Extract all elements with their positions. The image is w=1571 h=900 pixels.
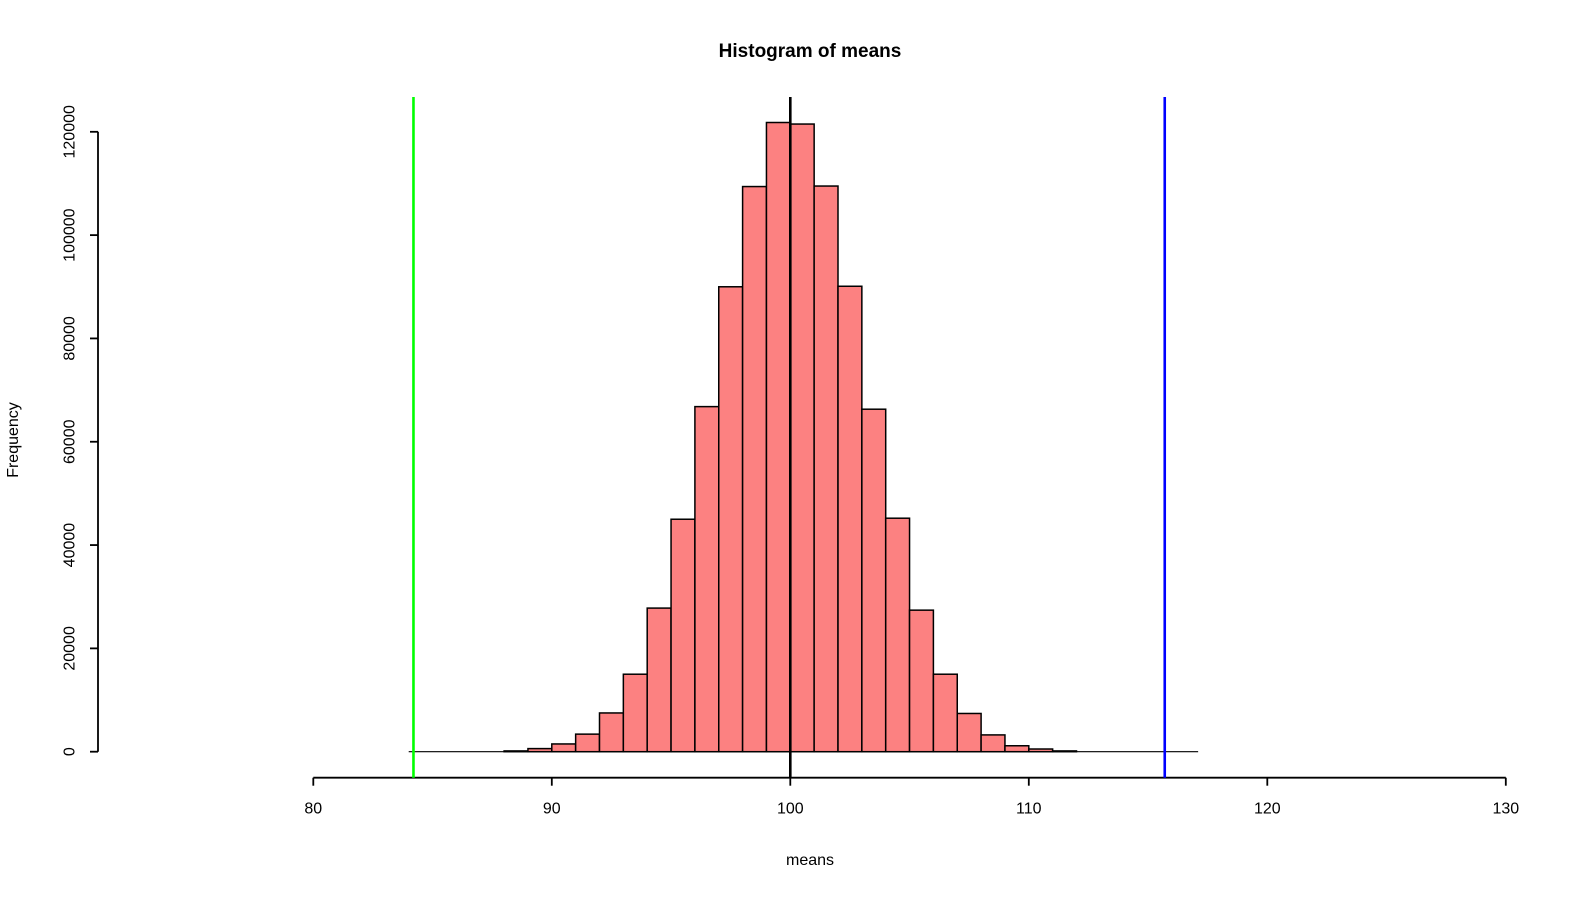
histogram-bar [837,285,863,753]
histogram-bar [789,123,815,753]
histogram-bar [908,609,935,753]
histogram-bar [527,747,553,753]
histogram-bar [1028,748,1054,753]
histogram-bar [646,607,672,753]
x-tick-label: 80 [304,801,322,818]
x-tick-label: 120 [1254,801,1281,818]
histogram-bar [574,733,601,753]
y-tick-label: 20000 [62,626,79,671]
y-tick-label: 100000 [62,208,79,261]
histogram-bar [551,743,577,753]
x-tick-label: 110 [1016,801,1042,818]
histogram-bar [765,121,792,753]
histogram-bar [503,750,529,753]
y-tick-label: 120000 [62,105,79,158]
chart-title: Histogram of means [719,41,902,62]
histogram-bar [741,185,768,753]
y-tick-label: 0 [62,747,79,756]
histogram-bar [980,734,1006,753]
histogram-bar [956,712,982,753]
histogram-bar [694,405,720,753]
x-tick-label: 90 [543,801,561,818]
histogram-bar [1051,750,1078,753]
histogram-bar [670,518,696,753]
histogram-bar [1004,745,1030,753]
x-tick-label: 100 [777,801,804,818]
y-tick-label: 40000 [62,523,79,568]
x-axis-label: means [786,852,834,869]
x-tick-label: 130 [1492,801,1519,818]
histogram-bar [861,408,887,753]
y-axis-label: Frequency [5,402,22,478]
histogram-bar [622,673,648,753]
y-tick-label: 60000 [62,419,79,464]
y-tick-label: 80000 [62,316,79,361]
histogram-bar [598,712,625,753]
histogram-bar [718,286,744,753]
histogram-bar [932,673,959,753]
histogram-bar [884,517,911,753]
histogram-bar [813,185,839,753]
